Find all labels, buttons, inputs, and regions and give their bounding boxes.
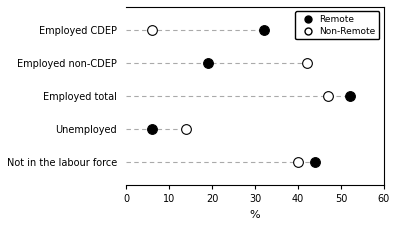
Point	[149, 28, 155, 32]
Point	[303, 61, 310, 65]
Point	[205, 61, 211, 65]
Point	[260, 28, 267, 32]
Point	[295, 160, 301, 164]
Point	[183, 127, 189, 131]
Point	[149, 127, 155, 131]
Point	[312, 160, 318, 164]
X-axis label: %: %	[250, 210, 260, 220]
Point	[347, 94, 353, 98]
Legend: Remote, Non-Remote: Remote, Non-Remote	[295, 11, 380, 39]
Point	[325, 94, 331, 98]
